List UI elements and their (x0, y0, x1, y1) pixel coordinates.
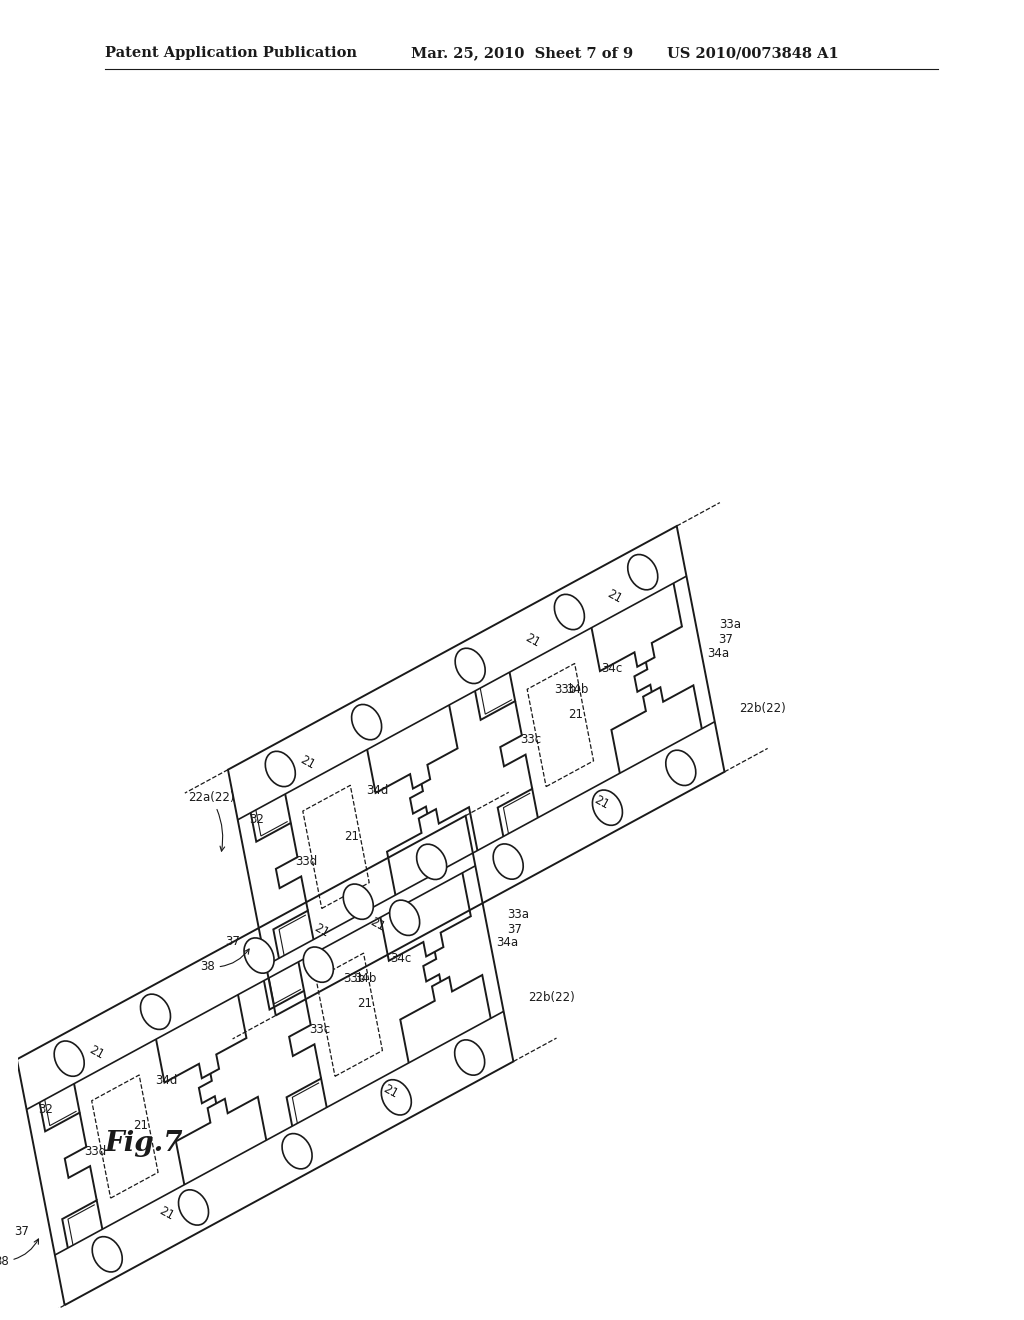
Text: 34c: 34c (601, 663, 623, 675)
Text: Fig.7: Fig.7 (104, 1130, 183, 1156)
Text: 33d: 33d (84, 1144, 106, 1158)
Ellipse shape (178, 1189, 209, 1225)
Text: 21: 21 (368, 915, 387, 933)
Text: 22a(22): 22a(22) (187, 791, 234, 851)
Ellipse shape (628, 554, 657, 590)
Text: 37: 37 (14, 1225, 30, 1238)
Text: 21: 21 (87, 1043, 106, 1061)
Text: 38: 38 (200, 949, 249, 973)
Text: 21: 21 (357, 998, 373, 1011)
Text: 21: 21 (298, 754, 317, 772)
Text: Patent Application Publication: Patent Application Publication (104, 46, 357, 61)
Text: 21: 21 (568, 708, 584, 721)
Text: 34c: 34c (390, 952, 412, 965)
Text: 21: 21 (311, 921, 331, 940)
Text: 34a: 34a (708, 647, 730, 660)
Ellipse shape (265, 751, 295, 787)
Text: 33c: 33c (520, 734, 541, 746)
Ellipse shape (417, 845, 446, 879)
Text: 21: 21 (592, 793, 611, 812)
Ellipse shape (666, 750, 695, 785)
Text: 22b(22): 22b(22) (739, 702, 786, 714)
Text: 33a: 33a (508, 908, 529, 921)
Text: 21: 21 (344, 829, 359, 842)
Text: 33a: 33a (719, 618, 740, 631)
Ellipse shape (282, 1134, 312, 1170)
Ellipse shape (343, 884, 374, 919)
Text: 34b: 34b (354, 973, 377, 985)
Text: 34d: 34d (156, 1073, 178, 1086)
Text: 34b: 34b (565, 682, 588, 696)
Text: 21: 21 (133, 1119, 148, 1133)
Text: 33b: 33b (554, 682, 577, 696)
Text: 21: 21 (522, 631, 542, 649)
Ellipse shape (455, 648, 485, 684)
Text: 37: 37 (507, 923, 522, 936)
Ellipse shape (381, 1080, 412, 1115)
Text: 32: 32 (38, 1102, 52, 1115)
Text: 21: 21 (604, 587, 624, 606)
Ellipse shape (303, 946, 334, 982)
Ellipse shape (390, 900, 420, 936)
Text: 33c: 33c (309, 1023, 330, 1036)
Ellipse shape (554, 594, 585, 630)
Text: 34d: 34d (367, 784, 389, 797)
Ellipse shape (455, 1040, 484, 1076)
Text: 37: 37 (225, 935, 241, 948)
Ellipse shape (593, 789, 623, 825)
Text: 37: 37 (718, 634, 733, 645)
Ellipse shape (92, 1237, 122, 1272)
Text: 33d: 33d (295, 855, 317, 869)
Text: 33b: 33b (343, 973, 365, 985)
Text: 38: 38 (0, 1239, 39, 1269)
Text: 21: 21 (381, 1082, 400, 1101)
Text: 22b(22): 22b(22) (528, 991, 575, 1005)
Text: Mar. 25, 2010  Sheet 7 of 9: Mar. 25, 2010 Sheet 7 of 9 (412, 46, 634, 61)
Ellipse shape (351, 705, 382, 739)
Ellipse shape (494, 843, 523, 879)
Text: 34a: 34a (497, 936, 519, 949)
Ellipse shape (54, 1041, 84, 1076)
Ellipse shape (140, 994, 170, 1030)
Text: US 2010/0073848 A1: US 2010/0073848 A1 (667, 46, 839, 61)
Ellipse shape (244, 939, 274, 973)
Text: 21: 21 (157, 1205, 176, 1224)
Text: 32: 32 (249, 813, 264, 826)
